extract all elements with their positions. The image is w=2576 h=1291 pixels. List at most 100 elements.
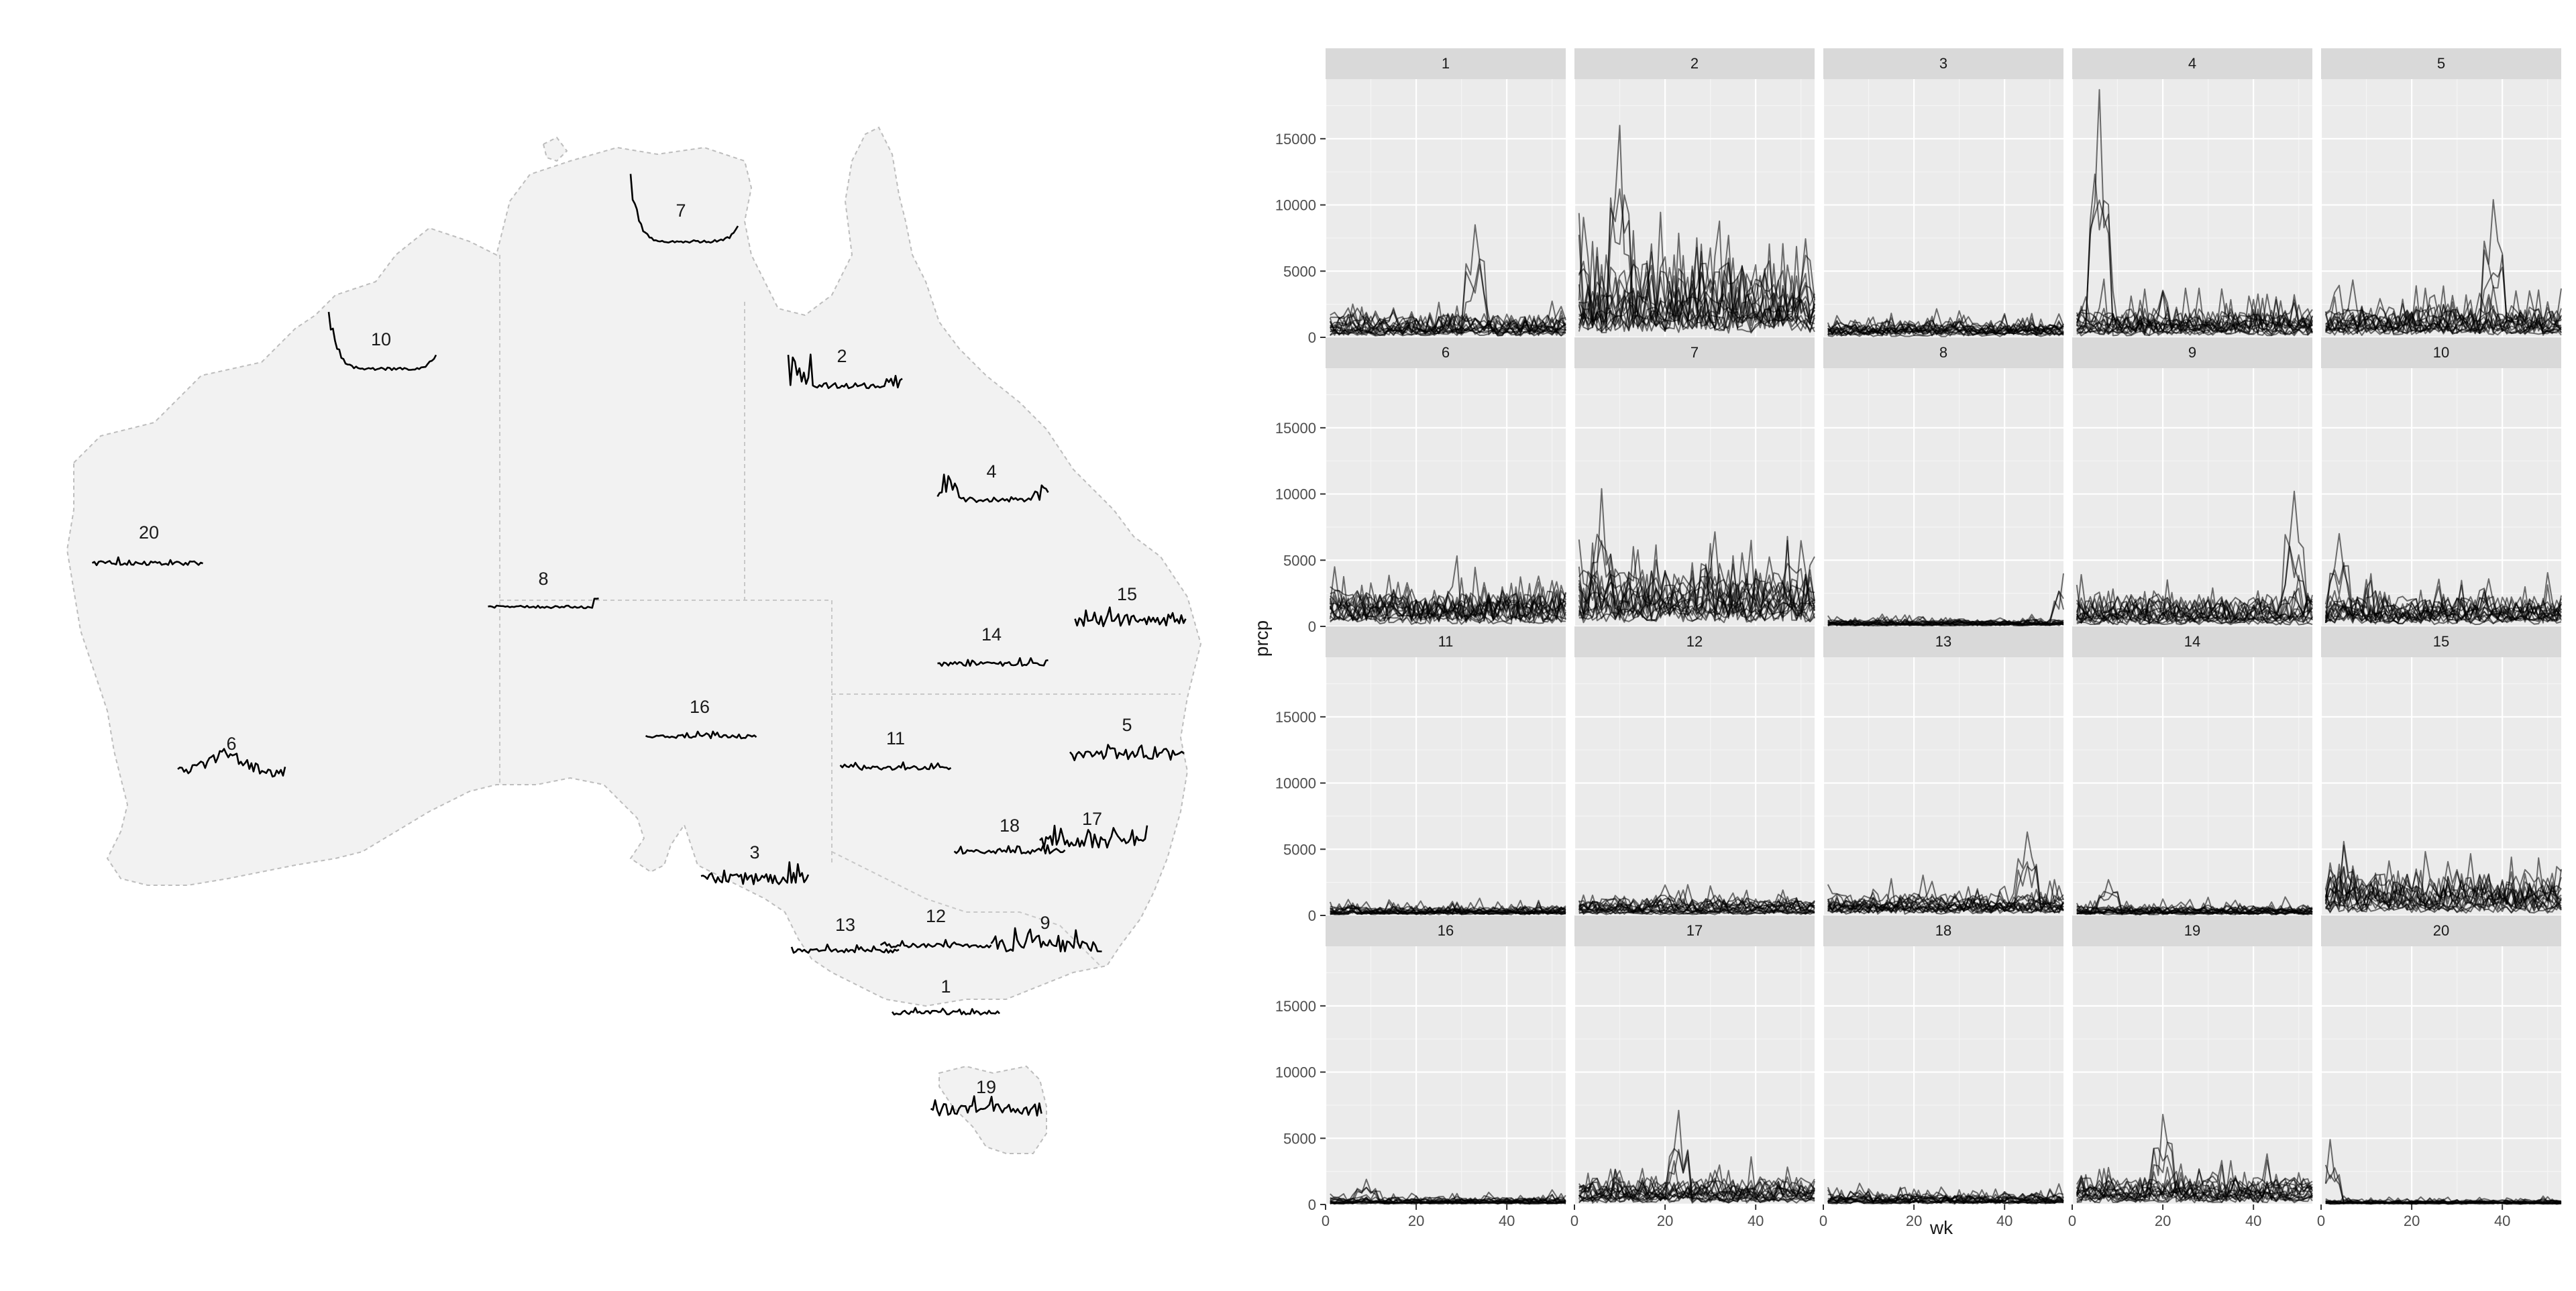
y-tick-label: 15000 [1275,420,1316,437]
series-line [1330,909,1566,915]
facet-plot-background [2072,79,2312,337]
facet-plot-background [1326,657,1566,915]
station-glyph-1 [891,1007,1000,1016]
facet-strip-label: 16 [1438,922,1454,939]
station-glyph-9 [990,927,1102,952]
facet-strip-label: 7 [1690,344,1699,361]
y-tick-label: 15000 [1275,998,1316,1015]
facet-strip [1823,915,2063,946]
facet-strip-label: 5 [2437,55,2445,72]
station-label-20: 20 [139,522,159,543]
facet-grid-panel: 1 0 5000 10000 15000 2 3 4 5 6 0 5000 10000 15000 7 8 9 1… [1248,0,2576,1288]
facet-plot-background [1574,946,1815,1204]
mainland-outline [66,126,1202,1007]
station-glyph-13 [790,944,900,954]
y-tick-label: 0 [1308,618,1316,635]
series-line [1578,1156,1815,1200]
facet-plot-background [2072,946,2312,1204]
series-line [1578,235,1815,333]
facet-strip [2321,915,2561,946]
facet-plot-background [2321,657,2561,915]
series-line [2324,579,2562,622]
y-tick-label: 15000 [1275,131,1316,148]
facet-strip-label: 11 [1438,633,1454,650]
facet-strip-label: 4 [2188,55,2196,72]
facet-strip-label: 9 [2188,344,2196,361]
series-line [2324,840,2562,907]
y-tick-label: 15000 [1275,709,1316,726]
series-line [1578,894,1815,914]
series-line [2325,603,2562,625]
x-tick-label: 20 [1657,1213,1673,1229]
series-line [1827,1186,2064,1203]
facet-plot-background [1823,657,2063,915]
facet-panel-10: 10 [2320,337,2562,628]
series-line [2076,590,2313,620]
y-tick-label: 5000 [1283,263,1316,280]
series-line [1330,899,1566,915]
facet-plot-background [1823,368,2063,626]
x-tick-label: 20 [1408,1213,1424,1229]
station-glyph-17 [1039,824,1148,849]
series-line [1827,885,2064,913]
series-line [1578,905,1815,915]
x-tick-label: 0 [1322,1213,1330,1229]
x-tick-label: 40 [1748,1213,1764,1229]
facet-panel-18: 18 0 20 40 [1819,915,2064,1229]
facet-plot-background [1823,79,2063,337]
facet-plot-background [1326,946,1566,1204]
facet-plot-background [1574,657,1815,915]
facet-strip [1574,626,1815,657]
facet-strip [1326,626,1566,657]
station-label-2: 2 [837,346,847,366]
facet-strip-label: 1 [1442,55,1450,72]
facet-panel-17: 17 0 20 40 [1570,915,1815,1229]
series-line [2324,306,2562,333]
facet-strip-label: 20 [2433,922,2449,939]
facet-strip-label: 18 [1935,922,1951,939]
station-label-19: 19 [976,1077,996,1097]
station-label-4: 4 [986,461,996,482]
series-line [2076,900,2313,915]
y-tick-label: 10000 [1275,486,1316,503]
facet-strip [1574,48,1815,79]
station-label-1: 1 [941,976,951,997]
facet-strip [1326,337,1566,368]
series-line [1827,318,2064,335]
station-glyph-11 [839,761,952,771]
facet-strip-label: 8 [1939,344,1947,361]
facet-strip [1574,915,1815,946]
station-label-13: 13 [835,915,855,935]
station-label-18: 18 [1000,816,1020,836]
facet-strip [1574,337,1815,368]
state-border [831,851,1101,966]
facet-strip [2321,626,2561,657]
x-axis-title: wk [1929,1217,1953,1238]
facet-panel-7: 7 [1573,337,1815,628]
station-label-16: 16 [690,697,710,717]
series-line [2076,602,2313,626]
y-axis-title: prcp [1251,620,1272,657]
series-line [1827,619,2064,626]
station-glyph-10 [327,311,437,372]
facet-panel-1: 1 0 5000 10000 15000 [1275,48,1566,346]
series-line [2076,1141,2313,1204]
facet-strip-label: 6 [1442,344,1450,361]
series-line [2076,904,2313,915]
facet-plot-background [1823,946,2063,1204]
facet-panel-19: 19 0 20 40 [2068,915,2313,1229]
series-line [1578,1176,1815,1202]
station-glyph-19 [930,1095,1042,1117]
station-label-17: 17 [1082,809,1102,829]
series-line [1827,1192,2064,1204]
series-line [1578,247,1815,329]
facet-strip [1823,48,2063,79]
series-line [1578,211,1815,326]
station-label-15: 15 [1117,584,1137,604]
facet-strip-label: 3 [1939,55,1947,72]
series-line [1827,318,2064,337]
facet-strip [2072,915,2312,946]
series-line [2325,294,2562,336]
station-glyph-8 [488,598,599,610]
